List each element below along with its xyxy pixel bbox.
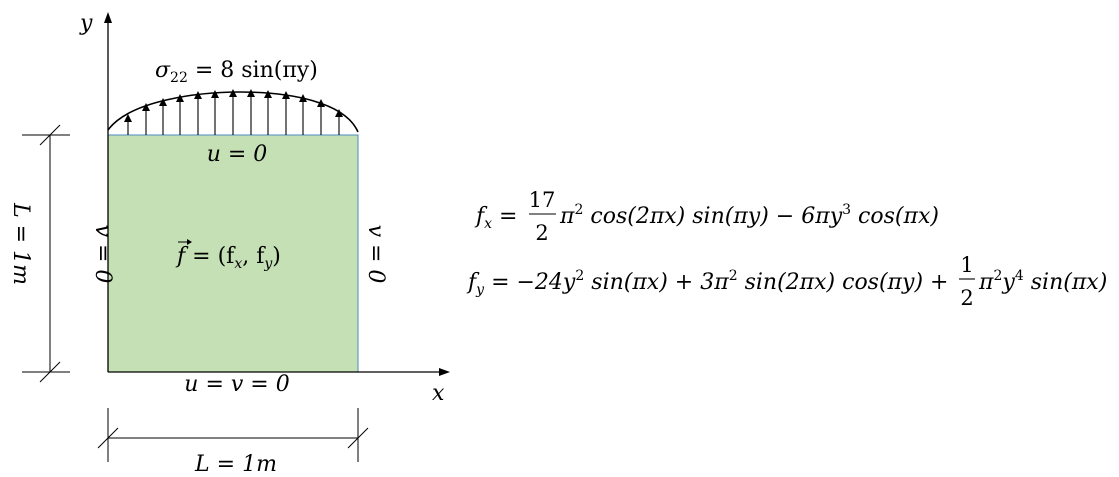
vector-arrowhead: [187, 239, 192, 245]
bc-right: v = 0: [363, 225, 388, 284]
fx-equation: fx = 17 2 π2 cos(2πx) sin(πy) − 6πy3 cos…: [474, 188, 939, 245]
domain-square: [107, 134, 359, 373]
bc-left: v = 0: [90, 225, 115, 284]
height-dimension-label: L = 1m: [8, 202, 33, 285]
height-dimension: [22, 124, 70, 383]
width-dimension: [97, 408, 369, 462]
svg-text:fx =: fx =: [474, 204, 518, 232]
fx-frac-den: 2: [535, 221, 548, 245]
x-axis-arrowhead: [439, 368, 450, 376]
y-axis-label: y: [79, 11, 93, 36]
load-label: σ22 = 8 sin(πy): [155, 58, 318, 86]
svg-text:π2y4 sin(πx): π2y4 sin(πx): [978, 268, 1107, 295]
svg-text:fy = −24y2 sin(πx) + 3π2 sin(2: fy = −24y2 sin(πx) + 3π2 sin(2πx) cos(πy…: [466, 268, 948, 298]
fy-equation: fy = −24y2 sin(πx) + 3π2 sin(2πx) cos(πy…: [466, 253, 1107, 310]
svg-text:f = (fx, fy): f = (fx, fy): [175, 244, 281, 272]
fy-frac-num: 1: [960, 253, 973, 277]
load-curve: [107, 91, 359, 133]
bc-bottom: u = v = 0: [184, 372, 289, 397]
y-axis-arrowhead: [104, 12, 112, 23]
load-arrows: [124, 89, 343, 135]
bc-top: u = 0: [207, 142, 268, 167]
fy-frac-den: 2: [960, 286, 973, 310]
fx-frac-num: 17: [529, 188, 556, 212]
x-axis-label: x: [432, 381, 445, 406]
svg-text:π2 cos(2πx) sin(πy) − 6πy3 cos: π2 cos(2πx) sin(πy) − 6πy3 cos(πx): [559, 202, 939, 229]
width-dimension-label: L = 1m: [194, 452, 277, 477]
body-force-label: f = (fx, fy): [175, 239, 281, 272]
